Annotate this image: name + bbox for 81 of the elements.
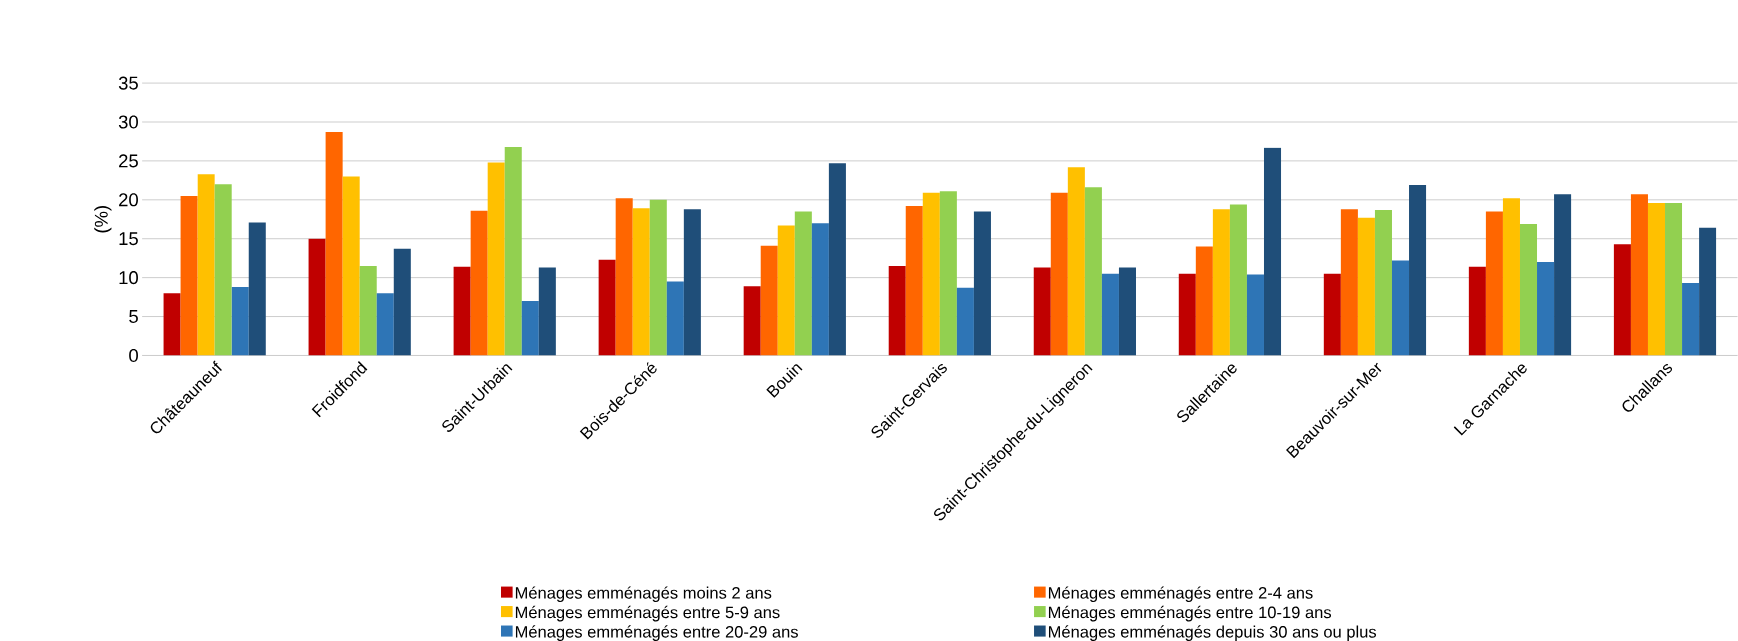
bar — [470, 210, 488, 356]
bar — [504, 146, 522, 356]
y-tick-label: 30 — [118, 115, 138, 129]
bar — [1630, 194, 1648, 356]
y-tick-label: 0 — [129, 348, 138, 363]
bar — [683, 209, 701, 356]
bar — [632, 208, 650, 356]
bar — [1537, 262, 1555, 356]
bar — [1502, 198, 1520, 356]
y-tick-label: 35 — [118, 76, 138, 90]
bar — [1409, 185, 1427, 356]
bar — [828, 163, 846, 356]
bar — [1357, 217, 1375, 356]
legend-label: Ménages emménagés moins 2 ans — [515, 586, 772, 603]
bar — [1699, 227, 1717, 356]
legend-label: Ménages emménagés entre 10-19 ans — [1048, 605, 1332, 622]
bar — [922, 192, 940, 356]
y-axis-title: (%) — [94, 206, 112, 233]
bar — [1195, 246, 1213, 356]
bar — [163, 293, 181, 356]
bar — [1212, 209, 1230, 356]
bar — [1118, 267, 1136, 356]
bar — [939, 191, 957, 356]
bar — [1050, 192, 1068, 356]
bar — [1178, 273, 1196, 356]
bar — [453, 266, 471, 356]
bar — [538, 267, 556, 356]
bar — [666, 281, 684, 356]
bar — [1647, 202, 1666, 356]
bar — [1485, 211, 1503, 356]
bar — [888, 266, 906, 356]
bar — [393, 248, 411, 356]
bar — [1067, 167, 1085, 356]
bar — [180, 195, 198, 356]
bar — [1323, 273, 1341, 356]
legend-label: Ménages emménagés entre 2-4 ans — [1048, 586, 1313, 603]
bar — [325, 132, 343, 356]
bar — [1391, 260, 1410, 356]
bar — [777, 225, 795, 356]
bar — [649, 199, 667, 356]
y-tick-label: 15 — [119, 232, 138, 246]
bar — [521, 301, 539, 356]
bar — [231, 287, 249, 356]
bar — [794, 211, 812, 356]
y-tick-label: 10 — [119, 271, 138, 285]
bar — [598, 259, 616, 356]
bar — [1519, 223, 1538, 356]
bar — [1084, 187, 1102, 356]
bar — [1340, 209, 1358, 356]
bar — [1665, 202, 1683, 356]
bar — [1682, 283, 1700, 356]
bar — [197, 174, 215, 356]
y-tick-label: 20 — [119, 193, 138, 207]
bar — [1101, 273, 1119, 356]
bar — [1468, 266, 1486, 356]
y-tick-label: 5 — [129, 310, 138, 324]
bar — [1374, 209, 1392, 356]
legend-label: Ménages emménagés entre 5-9 ans — [515, 605, 780, 622]
bar — [1229, 204, 1247, 356]
bar — [811, 223, 829, 356]
bar — [487, 162, 505, 356]
bar — [973, 211, 991, 356]
bar — [1554, 194, 1572, 356]
bar — [956, 287, 974, 356]
bar — [214, 184, 232, 356]
bar — [359, 266, 377, 356]
bar — [1613, 244, 1631, 356]
bar — [1246, 274, 1264, 356]
bar — [760, 245, 778, 356]
bar — [308, 238, 326, 356]
y-tick-label: 25 — [119, 154, 138, 168]
legend-label: Ménages emménagés depuis 30 ans ou plus — [1048, 625, 1377, 641]
bar — [615, 198, 633, 356]
bar — [743, 286, 761, 356]
bar — [248, 222, 266, 356]
bar — [905, 206, 923, 356]
bar — [1263, 147, 1282, 356]
bar — [376, 293, 394, 356]
legend-label: Ménages emménagés entre 20-29 ans — [515, 625, 798, 641]
bar — [1033, 267, 1051, 356]
bar — [342, 176, 360, 356]
